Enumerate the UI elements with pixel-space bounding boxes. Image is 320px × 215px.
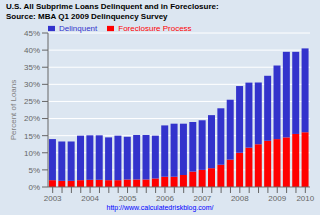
svg-text:2004: 2004 xyxy=(81,194,99,203)
svg-text:2003: 2003 xyxy=(44,194,62,203)
svg-text:10%: 10% xyxy=(24,149,40,158)
html-text:Foreclosure Process: Foreclosure Process xyxy=(118,24,192,33)
html-text:U.S. All Subprime Loans Delinq: U.S. All Subprime Loans Delinquent and i… xyxy=(6,2,219,11)
svg-text:2007: 2007 xyxy=(193,194,211,203)
svg-text:5%: 5% xyxy=(28,166,40,175)
svg-text:40%: 40% xyxy=(24,46,40,55)
svg-text:20%: 20% xyxy=(24,114,40,123)
svg-text:45%: 45% xyxy=(24,29,40,38)
html-text:Delinquent: Delinquent xyxy=(59,24,98,33)
svg-text:2010: 2010 xyxy=(296,194,312,203)
svg-text:35%: 35% xyxy=(24,63,40,72)
svg-text:2006: 2006 xyxy=(156,194,174,203)
svg-text:15%: 15% xyxy=(24,132,40,141)
svg-text:Percent of Loans: Percent of Loans xyxy=(9,80,18,140)
svg-text:2008: 2008 xyxy=(231,194,249,203)
svg-text:0%: 0% xyxy=(28,183,40,192)
svg-text:2009: 2009 xyxy=(268,194,286,203)
html-text:Source: MBA Q1 2009 Delinquenc: Source: MBA Q1 2009 Delinquency Survey xyxy=(6,12,168,21)
svg-text:25%: 25% xyxy=(24,97,40,106)
svg-text:2005: 2005 xyxy=(119,194,137,203)
html-text:http://www.calculatedriskblog.: http://www.calculatedriskblog.com/ xyxy=(106,204,214,211)
svg-text:30%: 30% xyxy=(24,80,40,89)
